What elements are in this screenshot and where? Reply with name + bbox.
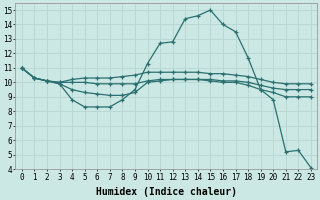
X-axis label: Humidex (Indice chaleur): Humidex (Indice chaleur) — [96, 187, 237, 197]
